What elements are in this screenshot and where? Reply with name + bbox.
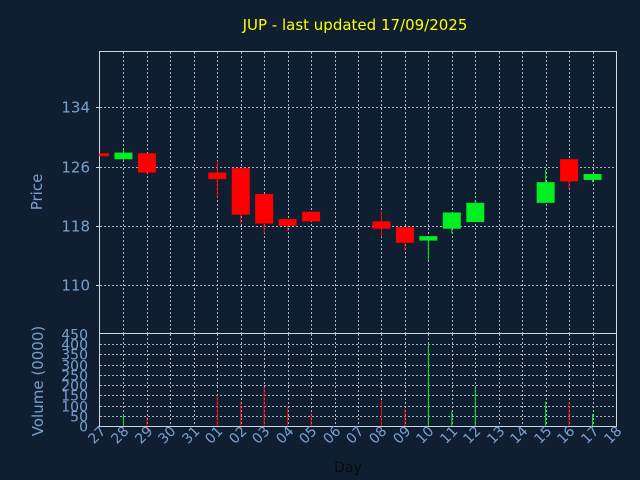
- candle-body: [278, 219, 297, 226]
- day-x-ticks: 27 28 29 30 31 01 02 03 04 05 06 07 08 09 10 11 12 13 14 15…: [85, 423, 625, 447]
- x-tick-label: 16: [554, 423, 578, 447]
- x-tick-label: 31: [179, 424, 203, 448]
- candle-body: [419, 236, 438, 241]
- candle-body: [302, 211, 321, 222]
- volume-y-tick-label: 50: [70, 410, 88, 426]
- volume-y-tick-label: 450: [61, 328, 88, 344]
- x-tick-label: 28: [108, 424, 132, 448]
- candle: [560, 159, 579, 189]
- candle: [137, 153, 156, 175]
- candle-body: [536, 182, 555, 203]
- candle: [419, 236, 438, 260]
- candle-body: [560, 159, 579, 182]
- price-y-tick-label: 126: [61, 159, 90, 177]
- candle-body: [372, 221, 391, 229]
- candle: [372, 210, 391, 237]
- volume-y-tick-label: 400: [61, 338, 88, 354]
- candle: [99, 153, 109, 157]
- price-axis-label: Price: [28, 174, 46, 211]
- x-tick-label: 27: [85, 424, 109, 448]
- x-tick-label: 01: [202, 424, 226, 448]
- x-tick-label: 05: [296, 424, 320, 448]
- candle: [231, 168, 250, 224]
- price-y-ticks: 110 118 126 134: [61, 99, 100, 295]
- candle: [255, 193, 274, 234]
- x-tick-label: 30: [155, 424, 179, 448]
- x-tick-label: 13: [484, 424, 508, 448]
- volume-grid: [100, 334, 616, 426]
- volume-y-tick-label: 150: [61, 389, 88, 405]
- candlesticks: [99, 149, 602, 260]
- x-tick-label: 08: [366, 424, 390, 448]
- x-tick-label: 18: [601, 424, 625, 448]
- candle-body: [583, 174, 602, 180]
- candle-body: [466, 202, 485, 223]
- volume-y-tick-label: 250: [61, 369, 88, 385]
- candle-body: [100, 153, 109, 157]
- candle-body: [255, 193, 274, 224]
- candle: [278, 219, 297, 231]
- x-tick-label: 10: [413, 424, 437, 448]
- candle: [536, 169, 555, 203]
- volume-bars: [122, 343, 594, 426]
- price-y-tick-label: 118: [61, 218, 90, 236]
- candle: [583, 174, 602, 183]
- x-tick-label: 11: [437, 424, 461, 448]
- price-y-tick-label: 110: [61, 277, 90, 295]
- price-panel: 110 118 126 134 Price: [28, 51, 617, 334]
- candle: [466, 199, 485, 223]
- volume-y-tick-label: 0: [79, 420, 88, 436]
- x-tick-label: 17: [578, 424, 602, 448]
- x-tick-label: 12: [460, 424, 484, 448]
- candle-body: [208, 172, 227, 180]
- volume-y-tick-label: 100: [61, 400, 88, 416]
- x-tick-label: 03: [249, 424, 273, 448]
- candle-body: [231, 168, 250, 215]
- volume-y-tick-label: 300: [61, 359, 88, 375]
- candle: [302, 211, 321, 222]
- candle: [208, 160, 227, 198]
- candle: [395, 227, 414, 251]
- volume-plot-frame: [99, 333, 617, 427]
- volume-y-tick-label: 200: [61, 379, 88, 395]
- x-tick-label: 07: [343, 424, 367, 448]
- candle-body: [137, 153, 156, 173]
- day-axis-label: Day: [334, 460, 362, 476]
- candle-body: [442, 212, 461, 229]
- candle: [114, 149, 133, 161]
- volume-y-tick-label: 350: [61, 348, 88, 364]
- x-tick-label: 02: [226, 424, 250, 448]
- x-tick-label: 09: [390, 424, 414, 448]
- x-tick-label: 14: [507, 423, 531, 447]
- x-tick-label: 15: [531, 424, 555, 448]
- chart-title: JUP - last updated 17/09/2025: [242, 16, 468, 34]
- x-tick-label: 29: [132, 424, 156, 448]
- x-tick-label: 06: [320, 423, 344, 447]
- volume-axis-label: Volume (0000): [29, 326, 47, 436]
- x-tick-label: 04: [273, 423, 297, 447]
- candle: [442, 212, 461, 234]
- candle-body: [395, 227, 414, 243]
- price-y-tick-label: 134: [61, 99, 90, 117]
- candle-body: [114, 152, 133, 160]
